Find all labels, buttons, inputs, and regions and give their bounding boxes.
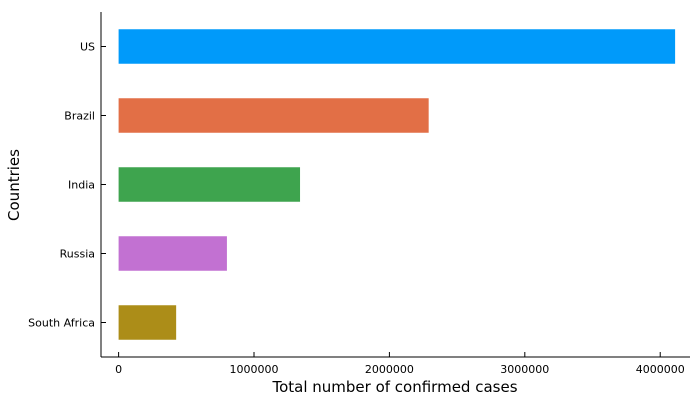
y-tick-label: Russia: [60, 248, 95, 261]
y-tick-label: Brazil: [64, 110, 95, 123]
y-axis-title: Countries: [5, 149, 23, 221]
bars-group: [118, 29, 676, 340]
x-tick-label: 3000000: [500, 363, 549, 376]
x-tick-label: 4000000: [636, 363, 685, 376]
x-tick-label: 2000000: [365, 363, 414, 376]
x-tick-label: 1000000: [230, 363, 279, 376]
bar-india: [118, 167, 301, 202]
x-axis-title: Total number of confirmed cases: [271, 378, 517, 396]
bar-brazil: [118, 98, 429, 133]
x-tick-label: 0: [115, 363, 122, 376]
y-tick-label: US: [80, 41, 95, 54]
ticks-group: US Brazil India Russia South Africa 0 1000000 2…: [28, 41, 685, 377]
bar-south-africa: [118, 305, 177, 340]
bar-russia: [118, 236, 227, 271]
bar-us: [118, 29, 676, 64]
y-tick-label: India: [68, 179, 95, 192]
y-tick-label: South Africa: [28, 317, 95, 330]
